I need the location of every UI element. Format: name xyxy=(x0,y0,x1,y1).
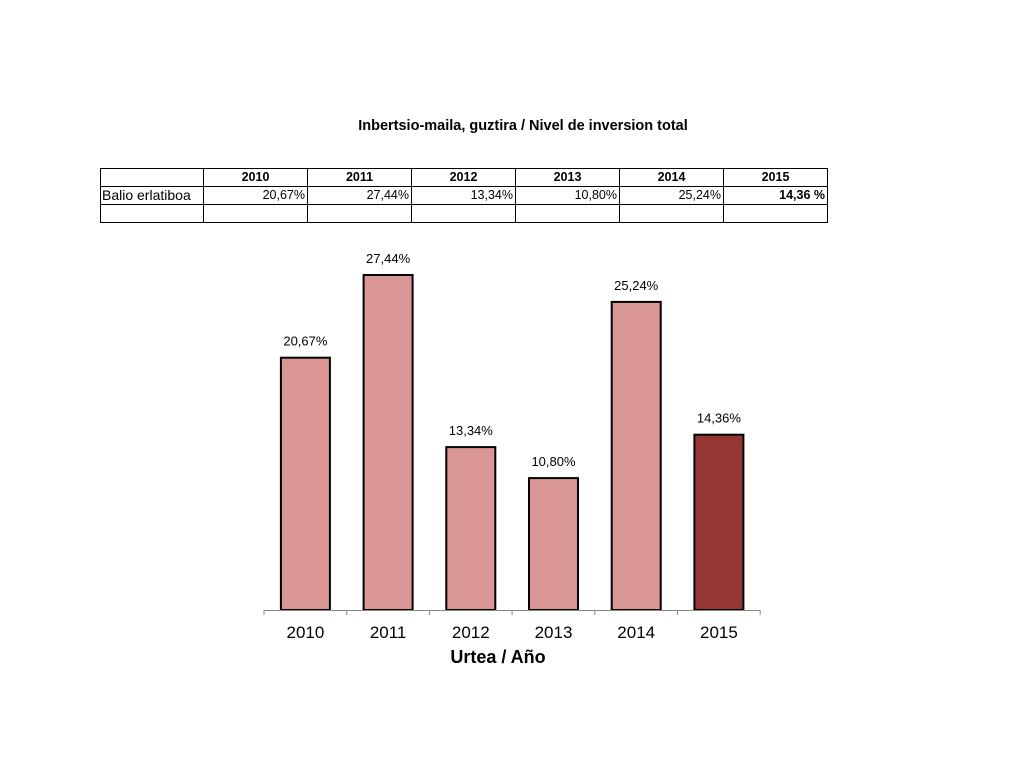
bar-2014 xyxy=(610,300,662,611)
x-axis-label: Urtea / Año xyxy=(450,647,545,667)
data-table: 2010 2011 2012 2013 2014 2015 Balio erla… xyxy=(100,168,828,223)
bar-2013 xyxy=(528,477,579,611)
x-tick-label: 2015 xyxy=(700,623,738,642)
x-tick-label: 2011 xyxy=(370,623,407,642)
bar-2012 xyxy=(445,446,497,611)
bar-2010 xyxy=(279,356,331,612)
data-label: 20,67% xyxy=(283,334,328,349)
chart-title: Inbertsio-maila, guztira / Nivel de inve… xyxy=(358,118,688,134)
empty-cell xyxy=(723,204,828,223)
x-tick-label: 2010 xyxy=(286,623,324,642)
data-label: 27,44% xyxy=(366,251,411,266)
data-label: 14,36% xyxy=(697,411,742,426)
bar-2011 xyxy=(362,274,414,611)
table-header-row: 2010 2011 2012 2013 2014 2015 xyxy=(100,168,828,187)
data-label: 25,24% xyxy=(614,278,659,293)
x-tick-label: 2014 xyxy=(617,623,655,642)
table-row: Balio erlatiboa 20,67% 27,44% 13,34% 10,… xyxy=(100,186,828,205)
data-label: 10,80% xyxy=(531,454,576,469)
table-empty-row xyxy=(100,204,828,223)
x-tick-label: 2012 xyxy=(452,623,490,642)
data-label: 13,34% xyxy=(449,423,494,438)
bars-group: 20,67% 27,44% 13,34% 10,80% 25,24% 14,36% xyxy=(279,251,745,612)
x-axis: 2010 2011 2012 2013 2014 2015 xyxy=(263,610,761,642)
year-header: 2013 xyxy=(515,168,620,187)
table-value-cell: 25,24% xyxy=(619,186,724,205)
table-value-cell: 14,36 % xyxy=(723,186,828,205)
x-tick-label: 2013 xyxy=(535,623,573,642)
bar-2015 xyxy=(693,433,745,612)
